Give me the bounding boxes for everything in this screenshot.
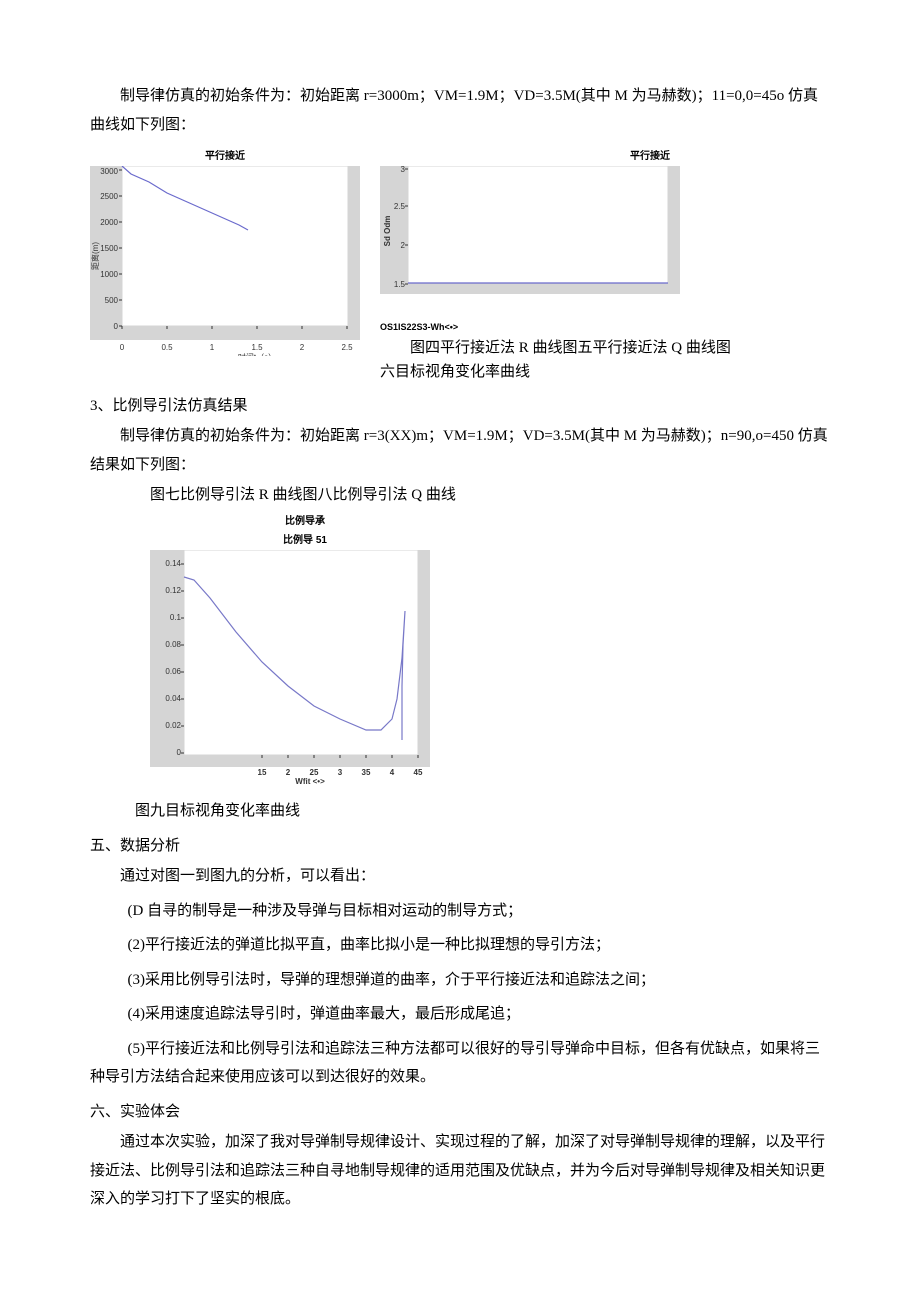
svg-text:Wfit <•>: Wfit <•> bbox=[295, 777, 325, 785]
svg-text:1.5: 1.5 bbox=[251, 343, 263, 352]
svg-text:2: 2 bbox=[300, 343, 305, 352]
item-3: (3)采用比例导引法时，导弹的理想弹道的曲率，介于平行接近法和追踪法之间； bbox=[90, 966, 830, 995]
svg-text:2.5: 2.5 bbox=[341, 343, 353, 352]
svg-text:1.5: 1.5 bbox=[394, 280, 406, 289]
svg-text:15: 15 bbox=[258, 768, 267, 777]
chart-5-wrap: 平行接近 1.5 2 2.5 3 Sd Odm OS1IS22S3-W bbox=[380, 147, 830, 384]
svg-text:25: 25 bbox=[310, 768, 319, 777]
fig78-caption: 图七比例导引法 R 曲线图八比例导引法 Q 曲线 bbox=[90, 481, 830, 510]
intro-para-2: 制导律仿真的初始条件为：初始距离 r=3(XX)m；VM=1.9M；VD=3.5… bbox=[90, 422, 830, 479]
svg-text:3: 3 bbox=[401, 166, 406, 174]
svg-text:0: 0 bbox=[114, 322, 119, 331]
svg-text:3000: 3000 bbox=[100, 167, 118, 176]
svg-text:0.04: 0.04 bbox=[165, 694, 181, 703]
chart-9-svg: 0 0.02 0.04 0.06 0.08 0.1 0.12 0.14 15 2… bbox=[150, 550, 430, 785]
item-1: (D 自寻的制导是一种涉及导弹与目标相对运动的制导方式； bbox=[90, 897, 830, 926]
svg-text:2000: 2000 bbox=[100, 218, 118, 227]
chart-4-title: 平行接近 bbox=[90, 147, 360, 166]
svg-text:距离(m): 距离(m) bbox=[90, 242, 100, 270]
intro-para-1: 制导律仿真的初始条件为：初始距离 r=3000m；VM=1.9M；VD=3.5M… bbox=[90, 82, 830, 139]
svg-text:1: 1 bbox=[210, 343, 215, 352]
figure-row-4-5: 平行接近 0 500 1000 1500 2000 2500 3000 0 0.… bbox=[90, 147, 830, 384]
svg-text:时间t（s）: 时间t（s） bbox=[238, 352, 276, 356]
item-4: (4)采用速度追踪法导引时，弹道曲率最大，最后形成尾追； bbox=[90, 1000, 830, 1029]
svg-text:45: 45 bbox=[414, 768, 423, 777]
item-5: (5)平行接近法和比例导引法和追踪法三种方法都可以很好的导引导弹命中目标，但各有… bbox=[90, 1035, 830, 1092]
svg-text:0.02: 0.02 bbox=[165, 721, 181, 730]
para-6: 通过本次实验，加深了我对导弹制导规律设计、实现过程的了解，加深了对导弹制导规律的… bbox=[90, 1128, 830, 1214]
heading-3: 3、比例导引法仿真结果 bbox=[90, 392, 830, 421]
svg-text:0.06: 0.06 bbox=[165, 667, 181, 676]
svg-text:Sd Odm: Sd Odm bbox=[383, 216, 392, 247]
svg-text:0.12: 0.12 bbox=[165, 586, 181, 595]
chart-5-watermark: OS1IS22S3-Wh<•> bbox=[380, 319, 830, 336]
svg-text:4: 4 bbox=[390, 768, 395, 777]
chart-9-proportional: 比例导承 比例导 51 0 0.02 0.04 0.06 0.08 0.1 0.… bbox=[150, 512, 430, 796]
svg-text:0.1: 0.1 bbox=[170, 613, 182, 622]
chart-5-svg: 1.5 2 2.5 3 Sd Odm bbox=[380, 166, 680, 306]
svg-text:0: 0 bbox=[177, 748, 182, 757]
svg-text:0.14: 0.14 bbox=[165, 559, 181, 568]
svg-text:0.5: 0.5 bbox=[161, 343, 173, 352]
svg-text:2: 2 bbox=[401, 241, 406, 250]
svg-text:0: 0 bbox=[120, 343, 125, 352]
svg-text:0.08: 0.08 bbox=[165, 640, 181, 649]
svg-text:2500: 2500 bbox=[100, 192, 118, 201]
svg-text:500: 500 bbox=[105, 296, 119, 305]
chart-9-title: 比例导承 bbox=[150, 512, 430, 531]
svg-text:35: 35 bbox=[362, 768, 371, 777]
chart-4-parallel-r: 平行接近 0 500 1000 1500 2000 2500 3000 0 0.… bbox=[90, 147, 360, 367]
heading-5: 五、数据分析 bbox=[90, 832, 830, 861]
svg-text:1500: 1500 bbox=[100, 244, 118, 253]
chart-5-title: 平行接近 bbox=[380, 147, 830, 166]
chart-4-svg: 0 500 1000 1500 2000 2500 3000 0 0.5 1 1… bbox=[90, 166, 360, 356]
svg-text:3: 3 bbox=[338, 768, 343, 777]
fig456-caption-a: 图四平行接近法 R 曲线图五平行接近法 Q 曲线图 bbox=[380, 336, 830, 360]
svg-text:2: 2 bbox=[286, 768, 291, 777]
fig456-caption: 图四平行接近法 R 曲线图五平行接近法 Q 曲线图 六目标视角变化率曲线 bbox=[380, 336, 830, 384]
svg-text:1000: 1000 bbox=[100, 270, 118, 279]
para-5: 通过对图一到图九的分析，可以看出： bbox=[90, 862, 830, 891]
heading-6: 六、实验体会 bbox=[90, 1098, 830, 1127]
fig9-caption: 图九目标视角变化率曲线 bbox=[90, 797, 830, 826]
chart-9-subtitle: 比例导 51 bbox=[150, 531, 430, 550]
item-2: (2)平行接近法的弹道比拟平直，曲率比拟小是一种比拟理想的导引方法； bbox=[90, 931, 830, 960]
svg-text:2.5: 2.5 bbox=[394, 202, 406, 211]
fig456-caption-b: 六目标视角变化率曲线 bbox=[380, 360, 830, 384]
